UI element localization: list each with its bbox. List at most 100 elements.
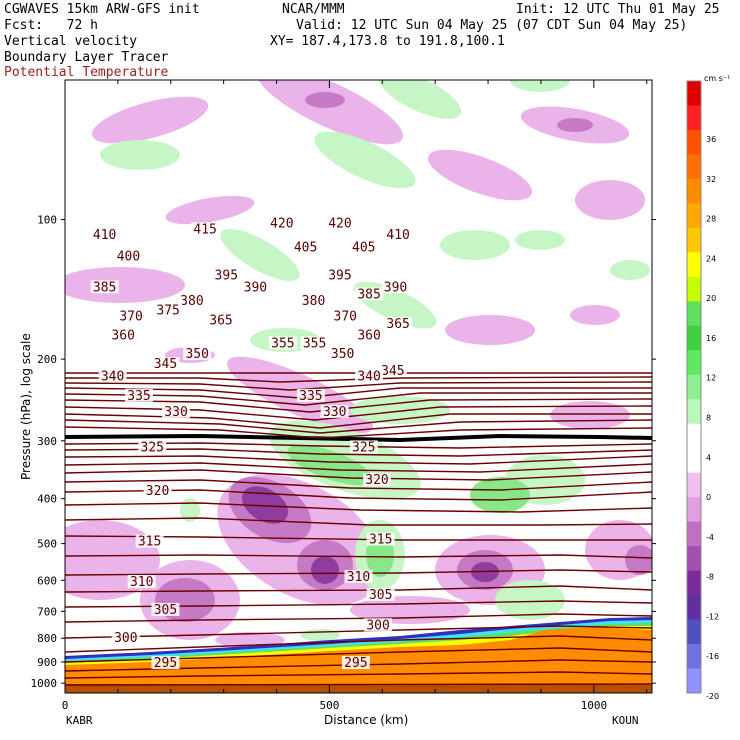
downward-max: [241, 486, 289, 524]
theta-label: 410: [386, 228, 409, 243]
downward-region: [570, 305, 620, 325]
theta-label-bg: [355, 369, 384, 383]
colorbar-swatch: [687, 129, 701, 155]
theta-label: 300: [366, 618, 389, 633]
theta-label: 390: [244, 280, 267, 295]
colorbar-swatch: [687, 619, 701, 645]
org-label: NCAR/MMM: [282, 2, 345, 17]
downward-core: [305, 92, 345, 108]
theta-label: 395: [328, 268, 351, 283]
colorbar-swatch: [687, 521, 701, 547]
theta-label: 340: [357, 369, 380, 384]
theta-label: 400: [117, 249, 140, 264]
colorbar-swatch: [687, 668, 701, 694]
plot-frame: [64, 79, 653, 694]
y-tick-label: 1000: [31, 677, 58, 690]
theta-label-bg: [384, 317, 413, 331]
theta-label: 315: [138, 535, 161, 550]
theta-label-bg: [90, 228, 119, 242]
theta-label-bg: [366, 587, 395, 601]
upward-region: [495, 580, 565, 620]
downward-region: [550, 401, 630, 429]
theta-label-bg: [296, 388, 325, 402]
theta-label: 360: [357, 329, 380, 344]
theta-label-bg: [127, 574, 156, 588]
colorbar-swatch: [687, 105, 701, 131]
theta-label: 420: [328, 217, 351, 232]
upward-region: [180, 498, 200, 522]
x-tick-label: 500: [319, 699, 339, 712]
theta-label: 405: [352, 241, 375, 256]
y-tick-label: 100: [37, 214, 57, 227]
theta-label: 320: [146, 484, 169, 499]
theta-label-bg: [366, 532, 395, 546]
theta-label: 380: [302, 294, 325, 309]
colorbar-swatch: [687, 644, 701, 670]
theta-label-bg: [267, 216, 296, 230]
colorbar-swatch: [687, 350, 701, 376]
theta-label: 340: [101, 369, 124, 384]
downward-region: [445, 315, 535, 345]
forecast-hour: Fcst: 72 h: [4, 18, 98, 33]
colorbar-swatch: [687, 570, 701, 596]
upward-region: [610, 260, 650, 280]
theta-label: 350: [185, 347, 208, 362]
theta-label-bg: [384, 228, 413, 242]
colorbar-swatch: [687, 423, 701, 449]
colorbar-label: -12: [706, 612, 719, 621]
theta-label-bg: [349, 240, 378, 254]
colorbar-label: 16: [706, 334, 716, 343]
theta-label-bg: [109, 328, 138, 342]
theta-label-bg: [98, 369, 127, 383]
theta-label: 360: [111, 329, 134, 344]
theta-label-bg: [341, 656, 370, 670]
theta-label: 300: [114, 631, 137, 646]
model-title: CGWAVES 15km ARW-GFS init: [4, 2, 200, 17]
colorbar-label: -8: [706, 573, 714, 582]
theta-label: 370: [119, 310, 142, 325]
colorbar-swatch: [687, 276, 701, 302]
theta-label: 345: [381, 364, 404, 379]
theta-label-bg: [268, 336, 297, 350]
theta-label: 305: [369, 588, 392, 603]
y-tick-label: 900: [37, 656, 57, 669]
valid-time: Valid: 12 UTC Sun 04 May 25 (07 CDT Sun …: [296, 18, 688, 33]
downward-max: [311, 556, 339, 584]
colorbar-swatch: [687, 81, 701, 106]
theta-label: 355: [271, 336, 294, 351]
theta-label-bg: [381, 280, 410, 294]
init-time: Init: 12 UTC Thu 01 May 25: [516, 2, 720, 17]
theta-label-bg: [291, 240, 320, 254]
colorbar-units: cm s⁻¹: [704, 74, 730, 83]
upward-region: [510, 80, 570, 92]
downward-region: [65, 267, 185, 303]
theta-label: 350: [331, 347, 354, 362]
colorbar-label: 0: [706, 493, 711, 502]
theta-label-bg: [355, 287, 384, 301]
x-tick-label: 0: [62, 699, 69, 712]
theta-label: 415: [193, 222, 216, 237]
theta-label-bg: [331, 309, 360, 323]
velocity-shading: [65, 80, 652, 648]
theta-label-bg: [138, 440, 167, 454]
terrain-tracer: [65, 617, 652, 693]
y-tick-label: 400: [37, 493, 57, 506]
downward-region: [575, 180, 645, 220]
theta-label-bg: [162, 404, 191, 418]
theta-label: 315: [369, 533, 392, 548]
colorbar-label: 28: [706, 215, 716, 224]
colorbar-swatch: [687, 301, 701, 327]
upward-region: [378, 80, 462, 119]
theta-label-bg: [117, 309, 146, 323]
theta-label-bg: [151, 357, 180, 371]
upward-region: [515, 230, 565, 250]
theta-label: 335: [299, 389, 322, 404]
tropopause-line: [65, 433, 652, 443]
upward-core: [287, 444, 373, 486]
theta-label-bg: [355, 328, 384, 342]
upward-region: [100, 140, 180, 170]
colorbar-swatch: [687, 325, 701, 351]
y-tick-label: 500: [37, 538, 57, 551]
theta-label: 380: [180, 294, 203, 309]
